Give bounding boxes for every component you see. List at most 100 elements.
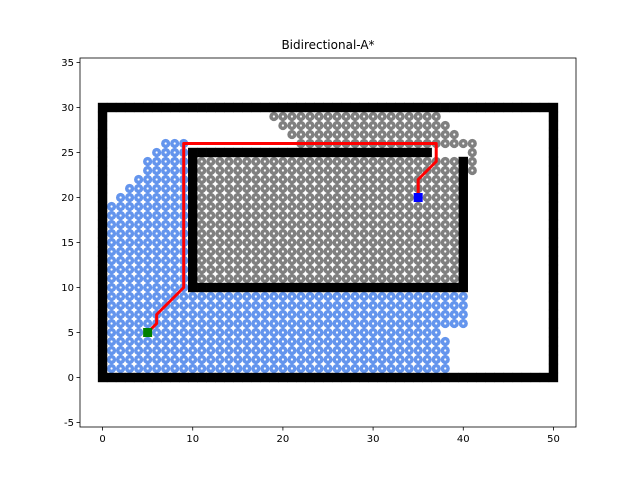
explored-point-center xyxy=(408,187,411,190)
explored-point-center xyxy=(344,313,348,316)
explored-point-center xyxy=(281,196,285,199)
explored-point-center xyxy=(344,349,348,352)
obstacle-cell xyxy=(422,147,432,158)
obstacle-cell xyxy=(458,210,468,221)
explored-point-center xyxy=(164,169,167,172)
explored-point-center xyxy=(236,349,239,352)
obstacle-cell xyxy=(169,372,180,383)
explored-point-center xyxy=(299,367,303,370)
explored-point-center xyxy=(218,331,221,334)
obstacle-cell xyxy=(160,372,171,383)
explored-point-center xyxy=(371,250,375,253)
obstacle-cell xyxy=(287,147,297,158)
explored-point-center xyxy=(326,358,330,361)
explored-point-center xyxy=(128,250,131,253)
explored-point-center xyxy=(272,223,275,226)
explored-point-center xyxy=(371,133,375,136)
explored-point-center xyxy=(290,124,294,127)
explored-point-center xyxy=(209,322,212,325)
explored-point-center xyxy=(381,133,384,136)
explored-point-center xyxy=(344,331,348,334)
explored-point-center xyxy=(426,349,429,352)
explored-point-center xyxy=(191,304,194,307)
explored-point-center xyxy=(272,259,275,262)
explored-point-center xyxy=(371,331,375,334)
explored-point-center xyxy=(245,214,248,217)
explored-point-center xyxy=(137,304,140,307)
obstacle-cell xyxy=(215,282,225,293)
obstacle-cell xyxy=(169,102,180,113)
explored-point-center xyxy=(426,160,429,163)
explored-point-center xyxy=(326,259,330,262)
obstacle-cell xyxy=(395,147,405,158)
explored-point-center xyxy=(444,169,447,172)
explored-point-center xyxy=(128,196,131,199)
explored-point-center xyxy=(299,232,303,235)
obstacle-cell xyxy=(97,174,108,185)
explored-point-center xyxy=(408,223,411,226)
explored-point-center xyxy=(362,232,366,235)
explored-point-center xyxy=(272,304,275,307)
explored-point-center xyxy=(435,313,438,316)
explored-point-center xyxy=(299,322,303,325)
explored-point-center xyxy=(353,304,357,307)
explored-point-center xyxy=(299,277,303,280)
explored-point-center xyxy=(408,196,411,199)
explored-point-center xyxy=(290,160,294,163)
explored-point-center xyxy=(200,214,203,217)
explored-point-center xyxy=(417,115,420,118)
explored-point-center xyxy=(236,187,239,190)
explored-point-center xyxy=(236,313,239,316)
obstacle-cell xyxy=(368,372,378,383)
explored-point-center xyxy=(173,304,176,307)
explored-point-center xyxy=(290,349,294,352)
explored-point-center xyxy=(381,313,384,316)
explored-point-center xyxy=(236,160,239,163)
y-tick-label: 10 xyxy=(61,283,74,294)
explored-point-center xyxy=(128,313,131,316)
explored-point-center xyxy=(308,223,312,226)
obstacle-cell xyxy=(449,102,459,113)
explored-point-center xyxy=(236,268,239,271)
explored-point-center xyxy=(119,268,122,271)
obstacle-cell xyxy=(476,372,487,383)
explored-point-center xyxy=(236,340,239,343)
explored-point-center xyxy=(290,331,294,334)
explored-point-center xyxy=(200,322,203,325)
explored-point-center xyxy=(326,196,330,199)
obstacle-cell xyxy=(431,372,441,383)
explored-point-center xyxy=(390,340,393,343)
explored-point-center xyxy=(471,151,474,154)
explored-point-center xyxy=(245,241,248,244)
explored-point-center xyxy=(218,367,221,370)
obstacle-cell xyxy=(386,102,396,113)
explored-point-center xyxy=(146,241,149,244)
explored-point-center xyxy=(146,286,149,289)
explored-point-center xyxy=(353,259,357,262)
explored-point-center xyxy=(146,169,149,172)
explored-point-center xyxy=(263,322,266,325)
explored-point-center xyxy=(344,340,348,343)
explored-point-center xyxy=(308,268,312,271)
explored-point-center xyxy=(218,358,221,361)
explored-point-center xyxy=(173,340,176,343)
obstacle-cell xyxy=(404,147,414,158)
obstacle-cell xyxy=(350,282,360,293)
explored-point-center xyxy=(227,196,230,199)
explored-point-center xyxy=(200,160,203,163)
explored-point-center xyxy=(209,223,212,226)
explored-point-center xyxy=(381,367,384,370)
explored-point-center xyxy=(236,259,239,262)
explored-point-center xyxy=(281,115,285,118)
obstacle-cell xyxy=(548,102,559,113)
obstacle-cell xyxy=(115,372,126,383)
explored-point-center xyxy=(371,232,375,235)
explored-point-center xyxy=(164,187,167,190)
obstacle-cell xyxy=(458,183,468,194)
explored-point-center xyxy=(110,304,113,307)
explored-point-center xyxy=(155,214,158,217)
explored-point-center xyxy=(335,196,339,199)
explored-point-center xyxy=(182,322,185,325)
explored-point-center xyxy=(209,277,212,280)
obstacle-cell xyxy=(548,255,559,266)
